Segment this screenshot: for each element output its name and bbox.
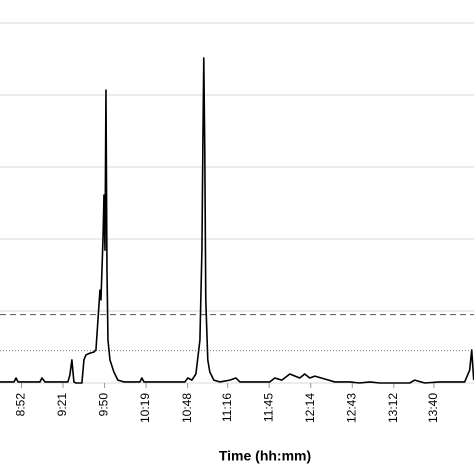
x-axis-title: Time (hh:mm) bbox=[219, 448, 311, 464]
x-tick-label: 10:19 bbox=[138, 393, 152, 423]
x-tick-label: 11:45 bbox=[261, 393, 275, 422]
x-tick-label: 12:43 bbox=[344, 393, 358, 423]
data-line bbox=[0, 57, 474, 384]
x-tick-label: 11:16 bbox=[220, 393, 234, 422]
x-tick-label: 9:50 bbox=[97, 393, 111, 417]
x-tick-label: 13:40 bbox=[426, 393, 440, 423]
x-tick-label: 12:14 bbox=[303, 393, 317, 423]
x-tick-label: 8:52 bbox=[14, 393, 28, 417]
x-tick-label: 13:12 bbox=[386, 393, 400, 423]
x-tick-label: 10:48 bbox=[180, 393, 194, 423]
x-tick-label: 9:21 bbox=[55, 393, 69, 417]
